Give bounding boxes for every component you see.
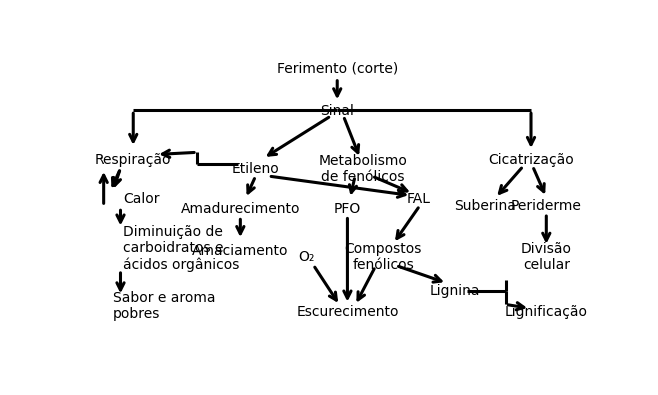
Text: Lignina: Lignina (429, 284, 480, 298)
Text: FAL: FAL (407, 192, 431, 207)
Text: O₂: O₂ (299, 250, 315, 264)
Text: Amaciamento: Amaciamento (192, 244, 289, 258)
Text: Etileno: Etileno (232, 162, 280, 176)
Text: Sabor e aroma
pobres: Sabor e aroma pobres (113, 291, 215, 321)
Text: Divisão
celular: Divisão celular (520, 242, 572, 273)
Text: Diminuição de
carboidratos e
ácidos orgânicos: Diminuição de carboidratos e ácidos orgâ… (123, 225, 240, 272)
Text: Periderme: Periderme (511, 199, 582, 213)
Text: Suberina: Suberina (454, 199, 516, 213)
Text: Lignificação: Lignificação (505, 305, 588, 319)
Text: Respiração: Respiração (95, 153, 172, 167)
Text: PFO: PFO (334, 201, 361, 216)
Text: Escurecimento: Escurecimento (296, 305, 399, 319)
Text: Calor: Calor (123, 192, 159, 207)
Text: Compostos
fenólicos: Compostos fenólicos (344, 242, 422, 273)
Text: Sinal: Sinal (320, 104, 354, 118)
Text: Cicatrização: Cicatrização (488, 153, 574, 167)
Text: Amadurecimento: Amadurecimento (180, 201, 300, 216)
Text: Metabolismo
de fenólicos: Metabolismo de fenólicos (318, 154, 407, 184)
Text: Ferimento (corte): Ferimento (corte) (276, 62, 398, 76)
